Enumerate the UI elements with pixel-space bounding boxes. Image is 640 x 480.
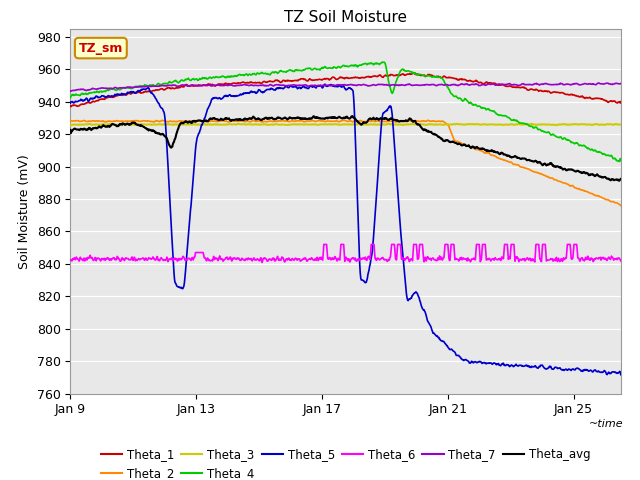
Legend: Theta_1, Theta_2, Theta_3, Theta_4, Theta_5, Theta_6, Theta_7, Theta_avg: Theta_1, Theta_2, Theta_3, Theta_4, Thet… xyxy=(96,443,595,480)
Title: TZ Soil Moisture: TZ Soil Moisture xyxy=(284,10,407,25)
Text: TZ_sm: TZ_sm xyxy=(79,42,123,55)
Y-axis label: Soil Moisture (mV): Soil Moisture (mV) xyxy=(18,154,31,269)
Text: ~time: ~time xyxy=(589,419,623,429)
